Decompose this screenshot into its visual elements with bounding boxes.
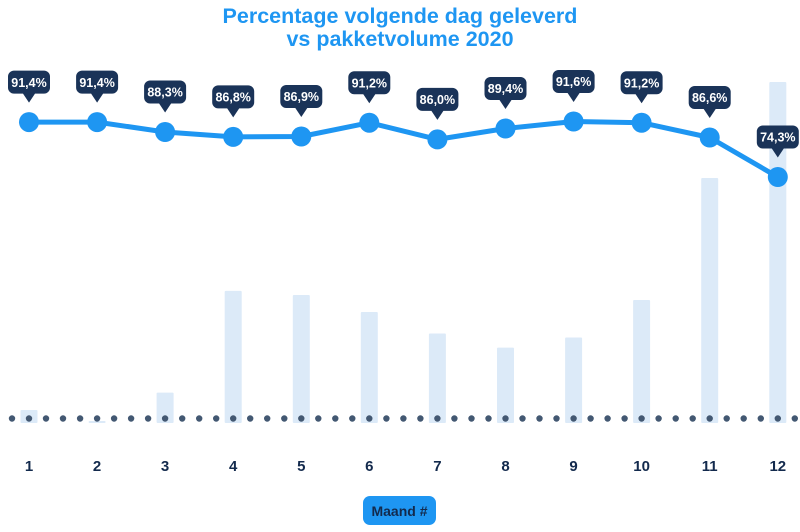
svg-text:1: 1 [25,458,33,475]
svg-text:86,0%: 86,0% [420,93,455,107]
svg-text:8: 8 [501,458,509,475]
svg-text:91,2%: 91,2% [352,76,387,90]
svg-text:88,3%: 88,3% [147,86,182,100]
svg-text:2: 2 [93,458,101,475]
svg-text:6: 6 [365,458,373,475]
svg-text:3: 3 [161,458,169,475]
svg-text:12: 12 [769,458,786,475]
svg-text:74,3%: 74,3% [760,131,795,145]
svg-text:11: 11 [702,458,718,475]
svg-text:91,4%: 91,4% [11,76,46,90]
svg-text:86,8%: 86,8% [215,91,250,105]
svg-text:5: 5 [297,458,305,475]
svg-text:10: 10 [633,458,650,475]
svg-text:4: 4 [229,458,238,475]
svg-text:91,4%: 91,4% [79,76,114,90]
svg-text:89,4%: 89,4% [488,82,523,96]
svg-text:86,6%: 86,6% [692,91,727,105]
svg-text:91,2%: 91,2% [624,76,659,90]
svg-text:91,6%: 91,6% [556,75,591,89]
svg-text:7: 7 [433,458,441,475]
svg-text:86,9%: 86,9% [284,90,319,104]
svg-text:9: 9 [569,458,577,475]
